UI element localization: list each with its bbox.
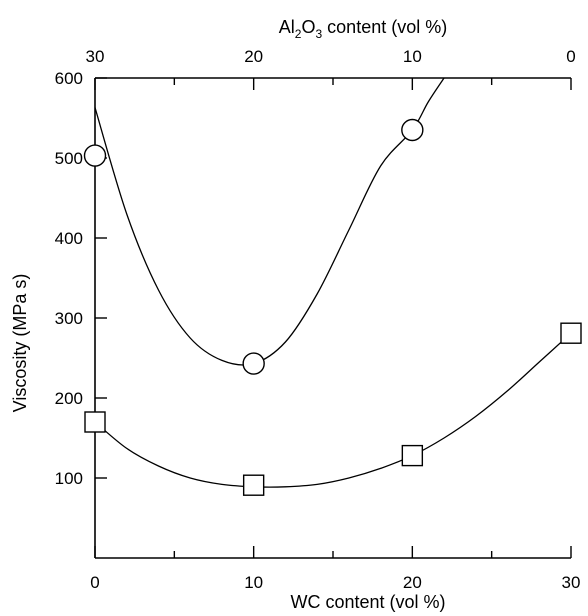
square-marker [560,322,582,344]
circle-marker [83,144,107,167]
top-axis-label-part: Al [279,17,295,37]
square-marker [401,444,424,467]
top-axis-label-part: 2 [295,27,302,41]
y-tick-label: 400 [55,229,83,248]
y-axis-label: Viscosity (MPa s) [10,274,30,413]
top-axis-label-part: 3 [315,27,322,41]
square-marker [84,411,106,433]
x-tick-label: 30 [562,573,581,592]
x-axis-label: WC content (vol %) [290,592,445,612]
y-tick-label: 600 [55,69,83,88]
fit-curves-group [94,77,572,488]
square-series-fit-curve [94,332,572,488]
x-tick-label: 20 [403,573,422,592]
x-tick-label: 0 [90,573,99,592]
circle-marker [401,118,424,142]
y-tick-label: 500 [55,149,83,168]
top-tick-label: 30 [86,47,105,66]
top-tick-label: 20 [244,47,263,66]
top-axis-label-part: content (vol %) [322,17,447,37]
top-axis-label-part: O [301,17,315,37]
top-axis-label: Al2O3 content (vol %) [279,17,447,41]
top-tick-label: 10 [403,47,422,66]
y-tick-label: 100 [55,469,83,488]
markers-group [83,118,582,496]
x-tick-label: 10 [244,573,263,592]
y-tick-label: 300 [55,309,83,328]
circle-marker [242,352,265,375]
circle-series-fit-curve [94,77,445,366]
square-marker [242,474,265,496]
y-tick-label: 200 [55,389,83,408]
top-tick-label: 0 [566,47,575,66]
